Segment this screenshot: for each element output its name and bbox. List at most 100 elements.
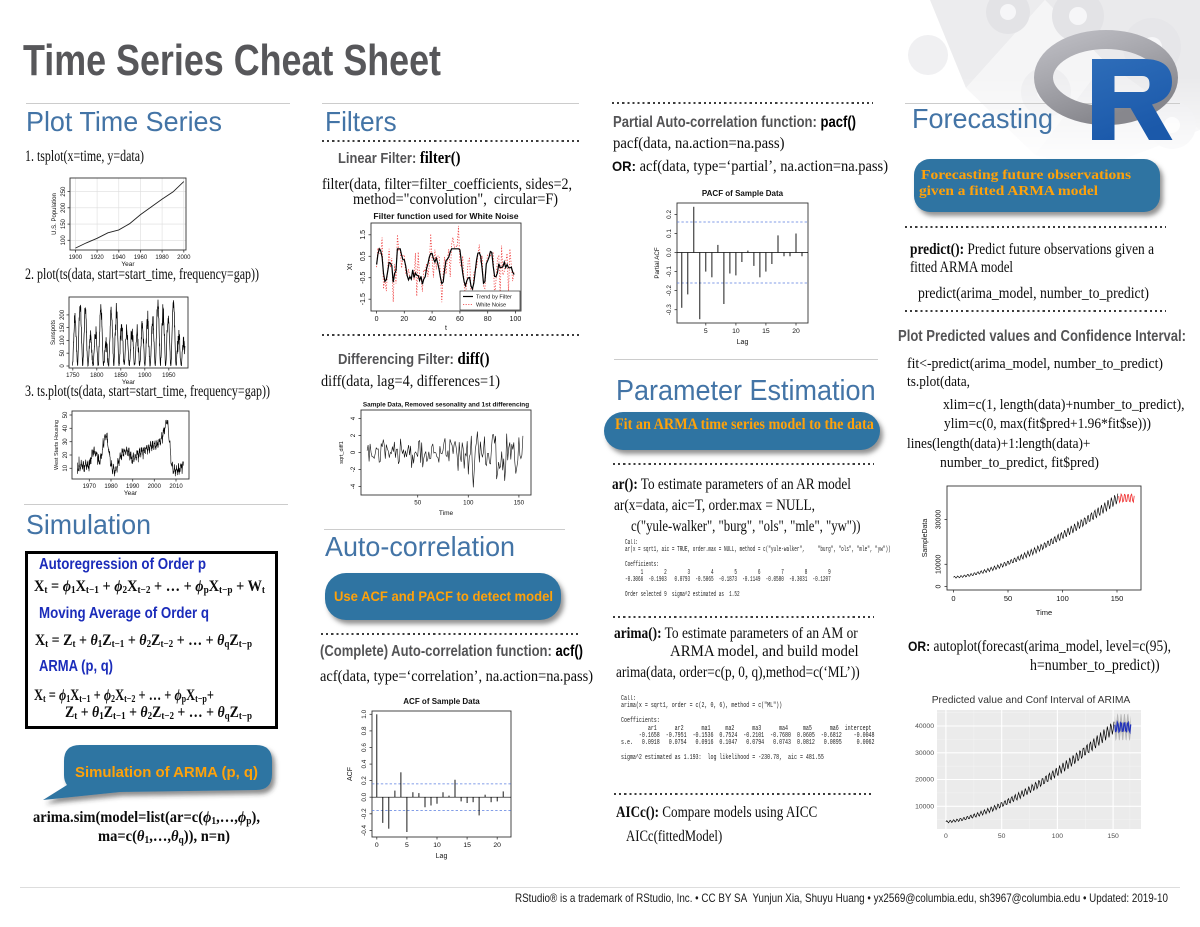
svg-text:10000: 10000 bbox=[915, 803, 934, 810]
svg-text:150: 150 bbox=[1111, 594, 1124, 603]
svg-text:1950: 1950 bbox=[162, 373, 176, 379]
svg-text:2: 2 bbox=[350, 433, 357, 437]
svg-text:100: 100 bbox=[60, 335, 66, 346]
svg-text:1960: 1960 bbox=[134, 255, 148, 261]
svg-text:Xt: Xt bbox=[347, 264, 354, 271]
svg-text:1900: 1900 bbox=[69, 255, 83, 261]
svg-text:Time: Time bbox=[1036, 608, 1052, 617]
svg-text:40: 40 bbox=[63, 424, 69, 431]
svg-text:200: 200 bbox=[61, 202, 67, 213]
svg-text:10: 10 bbox=[433, 842, 441, 849]
svg-text:ACF of Sample Data: ACF of Sample Data bbox=[403, 697, 480, 706]
svg-text:Trend by Filter: Trend by Filter bbox=[476, 295, 512, 301]
svg-text:50: 50 bbox=[60, 349, 66, 356]
svg-text:0.4: 0.4 bbox=[361, 759, 368, 768]
svg-text:0.2: 0.2 bbox=[666, 210, 673, 219]
svg-text:-0.2: -0.2 bbox=[361, 808, 368, 819]
svg-text:100: 100 bbox=[1056, 594, 1069, 603]
svg-text:200: 200 bbox=[60, 309, 66, 320]
svg-text:150: 150 bbox=[60, 322, 66, 333]
svg-text:40000: 40000 bbox=[915, 723, 934, 730]
svg-text:1.5: 1.5 bbox=[360, 230, 367, 240]
svg-text:ACF: ACF bbox=[347, 767, 354, 781]
svg-text:0: 0 bbox=[951, 594, 955, 603]
svg-text:10000: 10000 bbox=[936, 554, 943, 574]
svg-text:100: 100 bbox=[1052, 833, 1064, 840]
svg-text:-2: -2 bbox=[350, 466, 357, 472]
svg-text:150: 150 bbox=[1107, 833, 1119, 840]
svg-text:0.2: 0.2 bbox=[361, 776, 368, 785]
svg-text:-0.3: -0.3 bbox=[666, 304, 673, 315]
svg-text:150: 150 bbox=[514, 500, 525, 507]
svg-text:2010: 2010 bbox=[169, 484, 183, 490]
svg-text:Predicted value and Conf Inter: Predicted value and Conf Interval of ARI… bbox=[932, 695, 1131, 706]
svg-text:Sample Data, Removed sesonalit: Sample Data, Removed sesonality and 1st … bbox=[363, 402, 529, 409]
svg-text:Lag: Lag bbox=[737, 339, 749, 346]
svg-text:-0.4: -0.4 bbox=[361, 824, 368, 835]
svg-text:Year: Year bbox=[122, 379, 136, 386]
svg-text:80: 80 bbox=[484, 316, 492, 323]
svg-text:0: 0 bbox=[350, 450, 357, 454]
svg-text:0: 0 bbox=[60, 364, 66, 368]
svg-text:0.6: 0.6 bbox=[361, 743, 368, 752]
svg-text:5: 5 bbox=[704, 328, 708, 335]
svg-text:20: 20 bbox=[493, 842, 501, 849]
svg-text:-0.1: -0.1 bbox=[666, 266, 673, 277]
svg-text:0: 0 bbox=[375, 842, 379, 849]
svg-text:4: 4 bbox=[350, 416, 357, 420]
svg-text:0: 0 bbox=[936, 585, 943, 589]
svg-text:15: 15 bbox=[463, 842, 471, 849]
svg-text:150: 150 bbox=[61, 218, 67, 229]
svg-text:t: t bbox=[445, 325, 447, 332]
svg-text:30000: 30000 bbox=[915, 750, 934, 757]
svg-text:100: 100 bbox=[510, 316, 522, 323]
svg-text:1.0: 1.0 bbox=[361, 709, 368, 718]
svg-text:10: 10 bbox=[732, 328, 740, 335]
svg-text:0: 0 bbox=[944, 833, 948, 840]
svg-text:Year: Year bbox=[121, 261, 135, 268]
svg-text:30: 30 bbox=[63, 438, 69, 445]
svg-text:50: 50 bbox=[998, 833, 1006, 840]
svg-text:1940: 1940 bbox=[112, 255, 126, 261]
svg-text:1980: 1980 bbox=[104, 484, 118, 490]
svg-text:0.5: 0.5 bbox=[360, 251, 367, 261]
svg-text:0.0: 0.0 bbox=[666, 248, 673, 257]
svg-text:30000: 30000 bbox=[936, 510, 943, 530]
svg-text:U.S. Population: U.S. Population bbox=[52, 193, 58, 235]
svg-text:60: 60 bbox=[456, 316, 464, 323]
svg-text:100: 100 bbox=[463, 500, 474, 507]
svg-text:0: 0 bbox=[375, 316, 379, 323]
svg-text:Partial ACF: Partial ACF bbox=[654, 247, 661, 279]
svg-text:Time: Time bbox=[439, 510, 454, 517]
svg-text:50: 50 bbox=[63, 411, 69, 418]
svg-text:Year: Year bbox=[124, 490, 138, 497]
svg-text:0.0: 0.0 bbox=[361, 792, 368, 801]
svg-text:5: 5 bbox=[405, 842, 409, 849]
svg-text:15: 15 bbox=[762, 328, 770, 335]
svg-text:0.1: 0.1 bbox=[666, 229, 673, 238]
svg-text:sqrt_diff1: sqrt_diff1 bbox=[339, 441, 345, 464]
svg-text:50: 50 bbox=[1004, 594, 1012, 603]
svg-text:White Noise: White Noise bbox=[476, 303, 506, 309]
svg-text:1980: 1980 bbox=[155, 255, 169, 261]
svg-text:Filter function used for White: Filter function used for White Noise bbox=[373, 212, 518, 221]
svg-text:1970: 1970 bbox=[83, 484, 97, 490]
svg-text:50: 50 bbox=[414, 500, 421, 507]
svg-text:PACF of Sample Data: PACF of Sample Data bbox=[702, 189, 784, 198]
svg-text:-4: -4 bbox=[350, 483, 357, 489]
svg-text:10: 10 bbox=[63, 464, 69, 471]
svg-text:West Starts Housing: West Starts Housing bbox=[54, 420, 60, 470]
svg-text:2000: 2000 bbox=[177, 255, 191, 261]
svg-text:1750: 1750 bbox=[66, 373, 80, 379]
svg-text:20000: 20000 bbox=[915, 777, 934, 784]
svg-text:Lag: Lag bbox=[436, 853, 448, 860]
svg-text:40: 40 bbox=[428, 316, 436, 323]
svg-text:20: 20 bbox=[63, 451, 69, 458]
svg-text:1990: 1990 bbox=[126, 484, 140, 490]
svg-text:2000: 2000 bbox=[148, 484, 162, 490]
svg-text:20: 20 bbox=[400, 316, 408, 323]
svg-text:100: 100 bbox=[61, 235, 67, 246]
svg-text:250: 250 bbox=[61, 186, 67, 197]
svg-text:20: 20 bbox=[792, 328, 800, 335]
svg-text:-0.5: -0.5 bbox=[360, 272, 367, 284]
